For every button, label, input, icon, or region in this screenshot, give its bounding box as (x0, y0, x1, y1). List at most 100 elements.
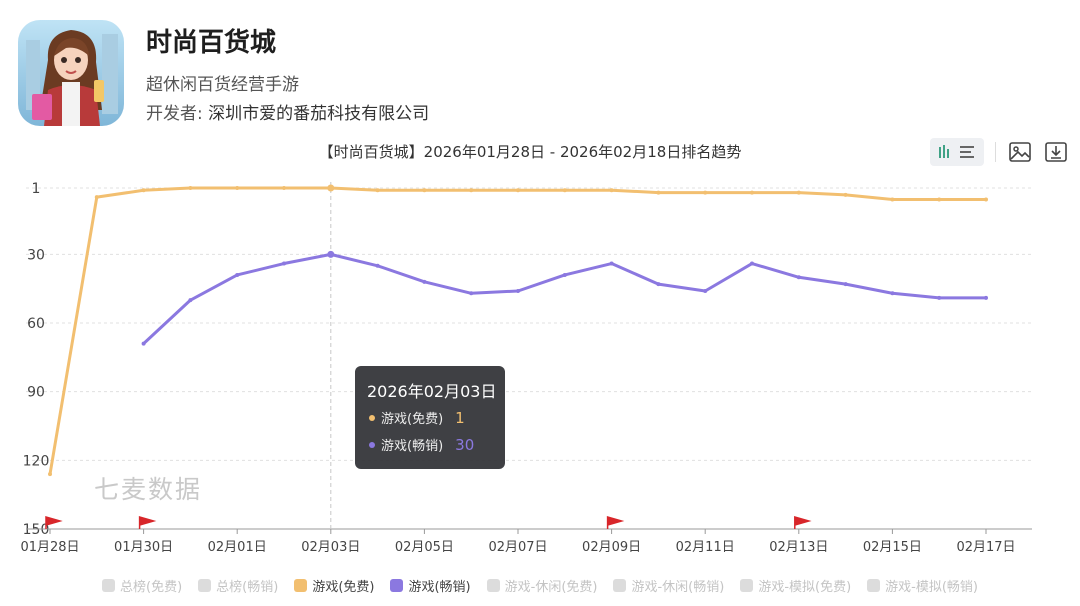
data-point (422, 279, 427, 284)
legend-label: 游戏(畅销) (408, 580, 471, 595)
data-point (48, 472, 52, 477)
legend-item-sim-grossing[interactable]: 游戏-模拟(畅销) (867, 576, 978, 595)
watermark: 七麦数据 (94, 475, 203, 504)
data-point (937, 295, 942, 300)
image-icon[interactable] (1006, 138, 1034, 166)
data-point (562, 188, 567, 193)
data-point (375, 188, 380, 193)
legend-label: 游戏-休闲(畅销) (631, 580, 725, 595)
flag-icon (45, 516, 63, 529)
data-point (937, 197, 942, 202)
x-tick-label: 02月17日 (956, 540, 1015, 555)
app-icon (18, 20, 124, 126)
legend-swatch (740, 579, 754, 592)
chart-tooltip: 2026年02月03日 游戏(免费) 1 游戏(畅销) 30 (355, 366, 505, 469)
legend-item-casual-grossing[interactable]: 游戏-休闲(畅销) (613, 576, 724, 595)
data-point (562, 272, 567, 277)
data-point (796, 190, 801, 195)
data-point (750, 190, 754, 195)
legend-swatch (198, 579, 212, 592)
legend-label: 总榜(畅销) (216, 580, 279, 595)
flag-icon (794, 516, 812, 529)
y-tick-label: 60 (27, 316, 45, 332)
tooltip-row-free: 游戏(免费) 1 (369, 408, 465, 427)
x-tick-label: 02月07日 (488, 540, 547, 555)
app-subtitle: 超休闲百货经营手游 (146, 75, 299, 95)
x-tick-label: 02月15日 (863, 540, 922, 555)
data-point (375, 263, 380, 268)
x-tick-label: 02月11日 (676, 540, 735, 555)
legend-label: 总榜(免费) (120, 580, 183, 595)
flag-icon (138, 516, 157, 529)
flag-icon (606, 516, 625, 529)
legend-item-casual-free[interactable]: 游戏-休闲(免费) (486, 576, 598, 595)
y-tick-label: 1 (32, 181, 41, 197)
data-point (843, 192, 848, 197)
rank-trend-chart[interactable]: 1 30 60 90 120 150 01月28日 01月30日 02月01日 02月03日 02月… (0, 168, 1080, 568)
tooltip-label: 游戏(免费) (381, 412, 444, 427)
data-point (656, 282, 661, 287)
legend-label: 游戏-休闲(免费) (504, 580, 598, 595)
x-tick-label: 02月09日 (582, 540, 641, 555)
developer-label: 开发者: (146, 104, 203, 124)
data-point (796, 275, 801, 280)
data-point (94, 195, 99, 200)
tooltip-dot (369, 441, 375, 448)
data-point (282, 186, 286, 190)
data-point (516, 188, 520, 193)
legend-swatch (486, 579, 500, 592)
data-point (141, 341, 146, 346)
y-tick-label: 30 (27, 247, 45, 263)
toolbar-separator (995, 142, 996, 162)
data-point (984, 197, 988, 202)
legend-swatch (102, 579, 115, 592)
data-point (469, 291, 474, 296)
legend-swatch (390, 579, 404, 592)
bar-list-toggle-icon[interactable] (930, 138, 984, 166)
y-tick-label: 150 (23, 522, 50, 538)
legend-item-overall-free[interactable]: 总榜(免费) (102, 576, 182, 595)
data-point (843, 282, 848, 287)
legend-swatch (294, 579, 308, 592)
legend-swatch (613, 579, 627, 592)
data-point (235, 272, 240, 277)
tooltip-dot (369, 414, 375, 421)
data-point (890, 291, 895, 296)
legend-item-game-free[interactable]: 游戏(免费) (294, 576, 374, 595)
series-line-free (48, 186, 986, 475)
app-title: 时尚百货城 (146, 28, 277, 58)
data-point (141, 188, 146, 193)
developer-name[interactable]: 深圳市爱的番茄科技有限公司 (208, 104, 430, 124)
tooltip-row-grossing: 游戏(畅销) 30 (369, 435, 474, 454)
y-tick-label: 120 (23, 453, 50, 469)
legend-item-overall-grossing[interactable]: 总榜(畅销) (198, 576, 278, 595)
chart-legend: 总榜(免费) 总榜(畅销) 游戏(免费) 游戏(畅销) 游戏-休闲(免费) 游戏… (0, 576, 1080, 595)
data-point (703, 288, 708, 293)
data-point (609, 188, 614, 193)
data-point (609, 261, 614, 266)
tooltip-value: 1 (455, 408, 465, 427)
data-point (327, 250, 335, 258)
x-tick-label: 01月28日 (20, 540, 79, 555)
data-point (890, 197, 895, 202)
data-point (469, 188, 474, 193)
data-point (235, 186, 240, 190)
data-point (750, 261, 754, 266)
tooltip-value: 30 (455, 435, 475, 454)
tooltip-date: 2026年02月03日 (367, 382, 497, 401)
tooltip-label: 游戏(畅销) (381, 439, 444, 454)
app-developer-line: 开发者: 深圳市爱的番茄科技有限公司 (146, 99, 429, 124)
y-tick-label: 90 (27, 385, 45, 401)
download-icon[interactable] (1042, 138, 1070, 166)
data-point (516, 288, 520, 293)
chart-title: 【时尚百货城】2026年01月28日 - 2026年02月18日排名趋势 (318, 143, 742, 161)
data-point (422, 188, 427, 193)
legend-label: 游戏(免费) (312, 580, 375, 595)
legend-item-game-grossing[interactable]: 游戏(畅销) (390, 576, 471, 595)
data-point (282, 261, 286, 266)
x-tick-label: 02月13日 (769, 540, 828, 555)
legend-label: 游戏-模拟(畅销) (885, 580, 978, 595)
legend-swatch (867, 579, 881, 592)
legend-item-sim-free[interactable]: 游戏-模拟(免费) (740, 576, 851, 595)
legend-label: 游戏-模拟(免费) (758, 580, 852, 595)
